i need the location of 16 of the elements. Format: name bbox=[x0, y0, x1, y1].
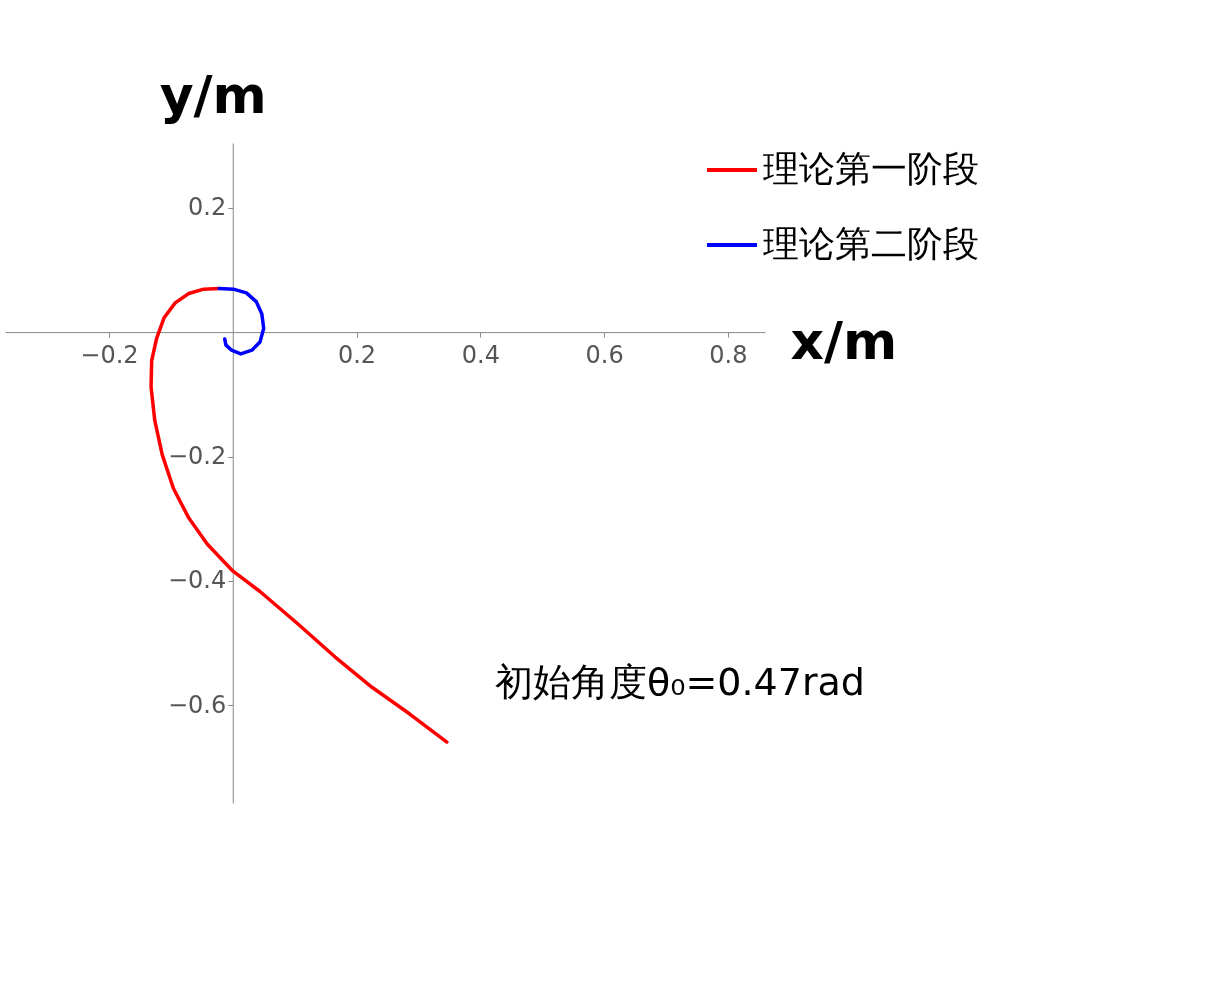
legend-label: 理论第一阶段 bbox=[763, 148, 979, 189]
y-tick-label: −0.6 bbox=[167, 690, 227, 719]
x-axis-title: x/m bbox=[790, 310, 898, 371]
y-axis-title: y/m bbox=[159, 64, 267, 125]
x-tick-label: 0.8 bbox=[709, 340, 748, 369]
line-series bbox=[217, 286, 266, 356]
x-tick-label: 0.2 bbox=[337, 340, 377, 369]
x-tick-label: 0.4 bbox=[461, 340, 500, 369]
legend-label: 理论第二阶段 bbox=[763, 223, 979, 264]
x-tick-label: 0.6 bbox=[585, 340, 624, 369]
annotation: 初始角度θ₀=0.47rad bbox=[495, 660, 865, 705]
y-tick-label: −0.4 bbox=[167, 566, 227, 595]
line-series bbox=[149, 286, 449, 744]
x-tick-label: −0.2 bbox=[80, 340, 139, 369]
y-tick-label: 0.2 bbox=[188, 193, 227, 222]
y-tick-label: −0.2 bbox=[167, 442, 227, 471]
